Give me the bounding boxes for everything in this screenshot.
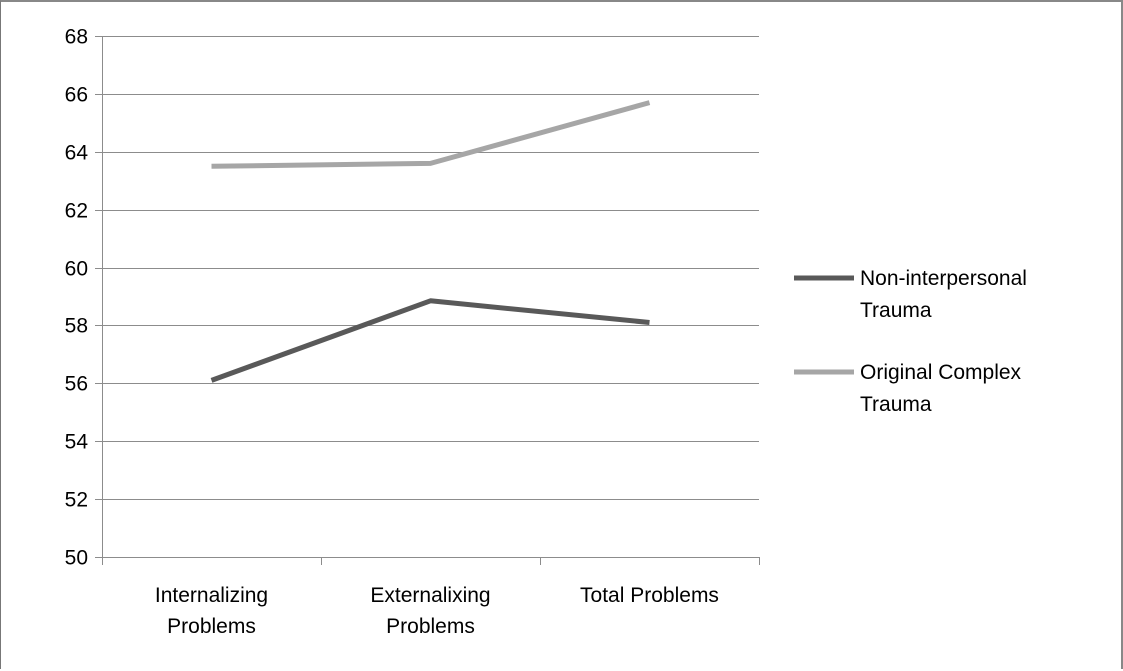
y-tick-label: 60 (65, 258, 88, 281)
x-tick-label: Total Problems (580, 584, 719, 607)
series-line-1 (210, 298, 650, 383)
y-tick-label: 54 (65, 431, 89, 454)
y-tick-label: 52 (65, 489, 88, 512)
x-tick-labels: Internalizing Problems Externalixing Proble… (155, 584, 719, 638)
y-tick-label: 68 (65, 26, 88, 49)
x-tick-label: Internalizing Problems (155, 584, 268, 638)
gridlines (102, 36, 759, 500)
series-lines (210, 100, 651, 383)
y-tick-label: 58 (65, 315, 88, 338)
y-tick-labels: 50 52 54 56 58 60 62 64 66 68 (65, 26, 89, 570)
x-tick-label: Externalixing Problems (370, 584, 490, 638)
axes (95, 36, 760, 565)
y-tick-label: 50 (65, 547, 88, 570)
y-tick-label: 56 (65, 373, 88, 396)
legend-label: Non-interpersonal Trauma (860, 267, 1027, 322)
y-tick-label: 64 (65, 142, 89, 165)
legend: Non-interpersonal Trauma Original Complex T… (794, 267, 1027, 416)
legend-label: Original Complex Trauma (860, 361, 1022, 416)
series-line-2 (211, 100, 651, 169)
y-tick-label: 66 (65, 84, 88, 107)
y-tick-label: 62 (65, 200, 88, 223)
